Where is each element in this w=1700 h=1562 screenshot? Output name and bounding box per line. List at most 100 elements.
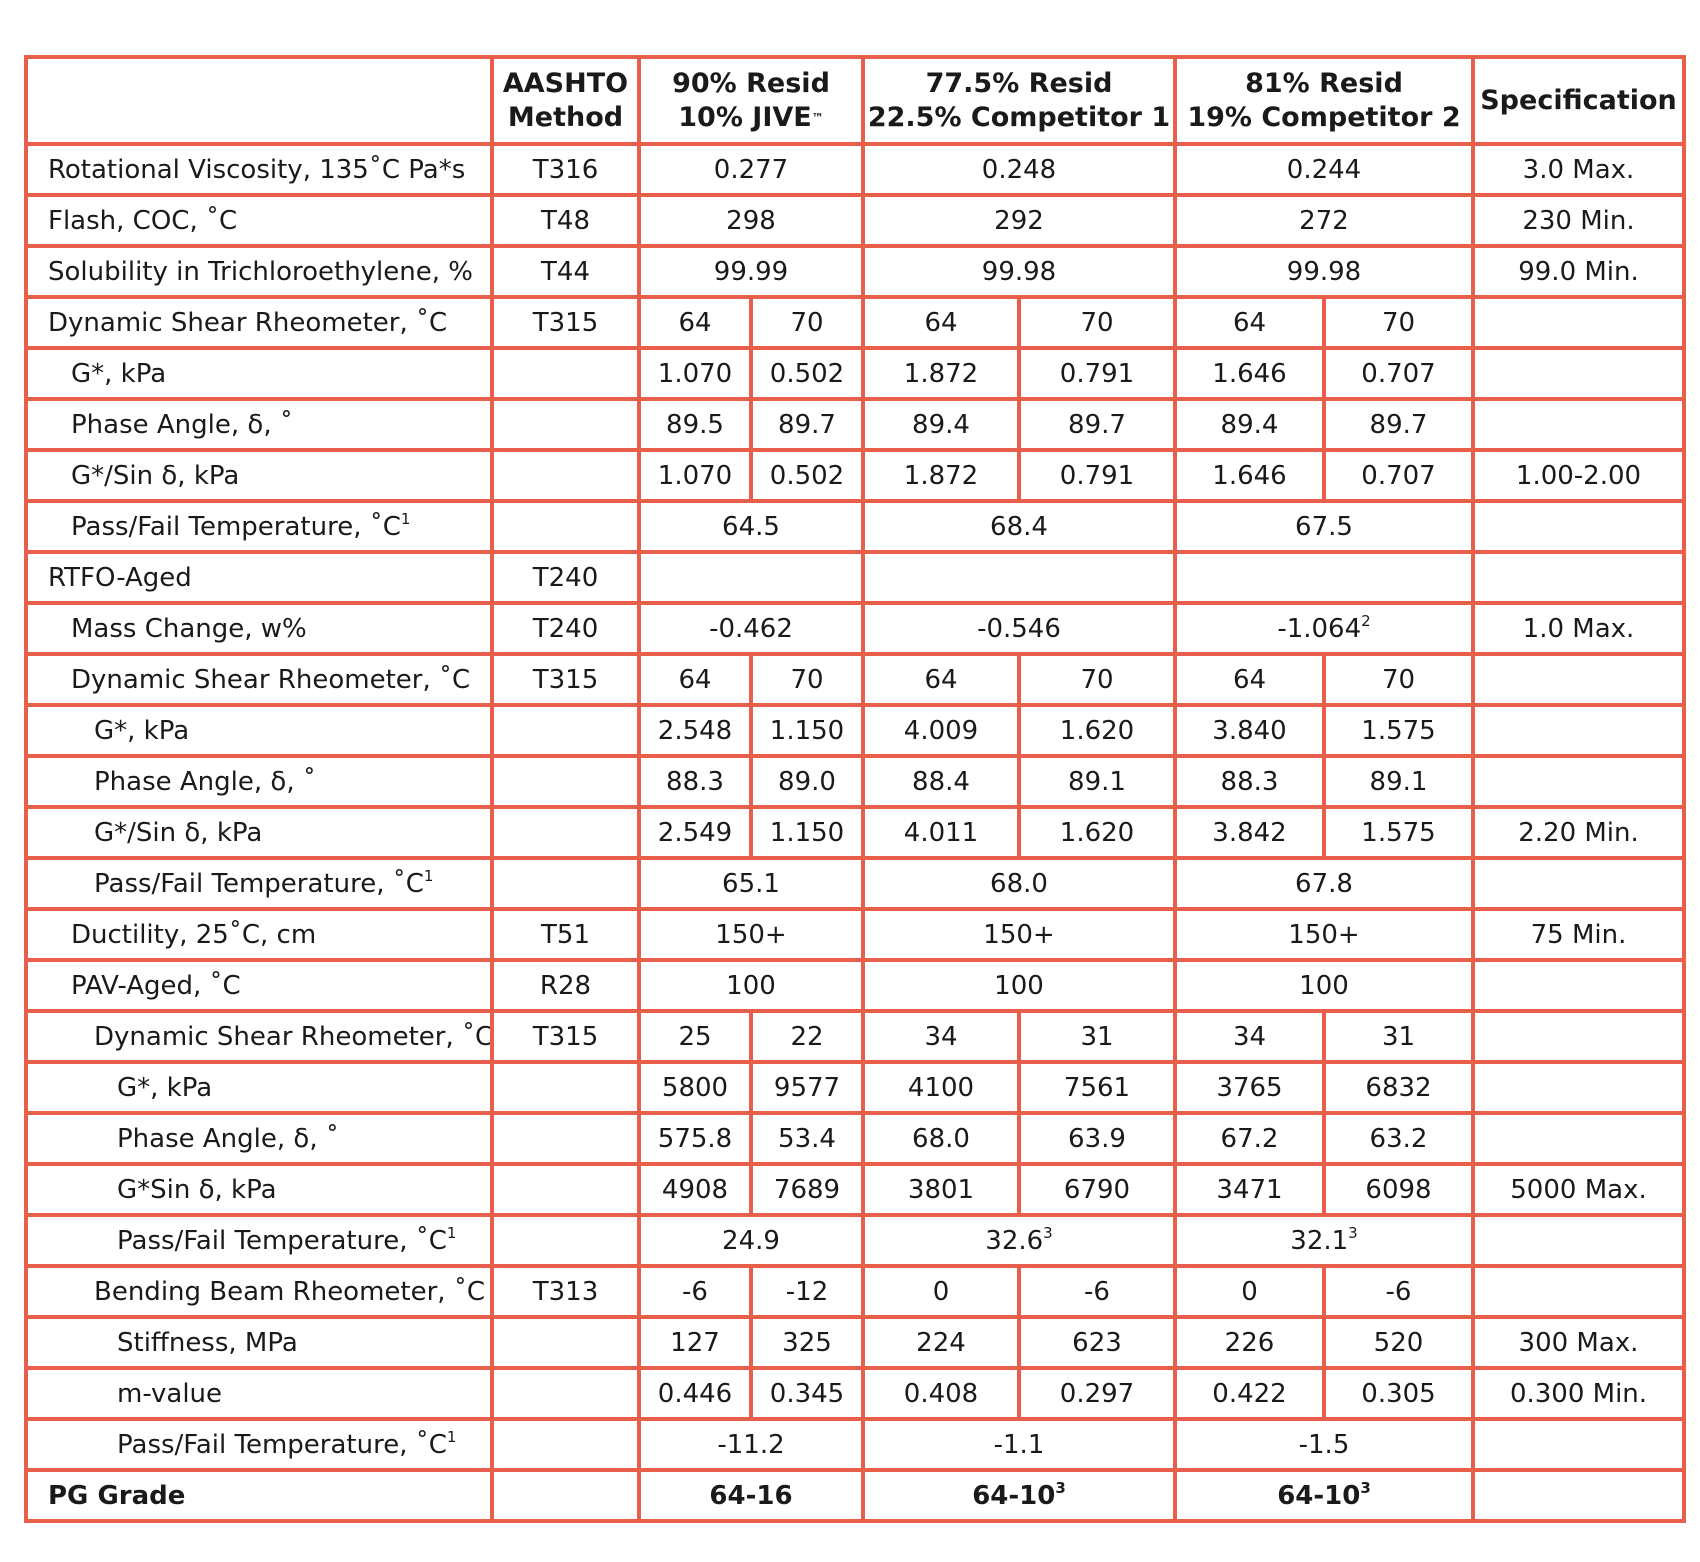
value-text: 89.5 (666, 409, 724, 440)
row-label-text: Phase Angle, δ, ˚ (117, 1123, 339, 1154)
split-value-b: 89.7 (1017, 403, 1171, 446)
value-text: 25 (678, 1021, 712, 1052)
spec-cell (1471, 1213, 1686, 1268)
method-cell (490, 1060, 641, 1115)
spec-cell: 99.0 Min. (1471, 244, 1686, 299)
table-row: Phase Angle, δ, ˚ 88.3 89.0 88.4 89.1 88.3 89.… (24, 754, 1686, 809)
value-cell-col3: 3765 6832 (1173, 1060, 1475, 1115)
value-text: 4.009 (903, 715, 979, 746)
footnote-marker: 3 (1360, 1478, 1371, 1497)
value-cell-col2: 68.4 (861, 499, 1177, 554)
table-row: G*/Sin δ, kPa 2.549 1.150 4.011 1.620 3.842 1.… (24, 805, 1686, 860)
method-value: T315 (532, 307, 599, 338)
method-cell (490, 856, 641, 911)
split-cell: 2.549 1.150 (643, 811, 859, 854)
spec-cell: 0.300 Min. (1471, 1366, 1686, 1421)
value-cell-col2: 292 (861, 193, 1177, 248)
value-text: 5800 (661, 1072, 729, 1103)
split-value-a: 3.842 (1179, 811, 1324, 854)
value-text: 3.840 (1212, 715, 1287, 746)
spec-cell: 5000 Max. (1471, 1162, 1686, 1217)
split-cell: 3.840 1.575 (1179, 709, 1469, 752)
method-cell: T240 (490, 550, 641, 605)
split-value-a: 3801 (867, 1168, 1019, 1211)
method-value: T51 (541, 919, 590, 950)
table-row: PAV-Aged, ˚C R28 100 100 100 (24, 958, 1686, 1013)
value-cell-col3: 150+ (1173, 907, 1475, 962)
header-blank (24, 55, 494, 146)
header-method-line1: AASHTO (502, 67, 629, 99)
method-cell (490, 448, 641, 503)
value-text: 0.502 (769, 358, 845, 389)
method-cell (490, 499, 641, 554)
header-col1-line2: 10% JIVE™ (643, 101, 859, 135)
row-label-text: PG Grade (48, 1480, 186, 1511)
method-cell (490, 805, 641, 860)
value-text: 88.3 (1220, 766, 1279, 797)
value-text: 150+ (715, 919, 787, 950)
method-cell: T51 (490, 907, 641, 962)
value-cell-col1: 127 325 (637, 1315, 865, 1370)
value-cell-col3: 67.5 (1173, 499, 1475, 554)
split-cell: 64 70 (643, 658, 859, 701)
split-value-a: 4908 (643, 1168, 751, 1211)
row-label: Dynamic Shear Rheometer, ˚C (24, 652, 494, 707)
row-label-text: G*, kPa (71, 358, 167, 389)
split-value-a: 4100 (867, 1066, 1019, 1109)
split-value-b: 89.0 (749, 760, 859, 803)
value-text: 88.3 (666, 766, 724, 797)
row-label: Flash, COC, ˚C (24, 193, 494, 248)
value-cell-col3: 0.244 (1173, 142, 1475, 197)
spec-cell (1471, 1009, 1686, 1064)
value-text: 0.408 (903, 1378, 979, 1409)
method-cell (490, 397, 641, 452)
value-text: 99.99 (713, 256, 789, 287)
row-label: Solubility in Trichloroethylene, % (24, 244, 494, 299)
table-row: Rotational Viscosity, 135˚C Pa*s T316 0.27… (24, 142, 1686, 197)
value-text: 150+ (983, 919, 1055, 950)
value-cell-col2: 34 31 (861, 1009, 1177, 1064)
value-cell-col1: 100 (637, 958, 865, 1013)
split-cell: 34 31 (867, 1015, 1171, 1058)
split-value-b: -12 (749, 1270, 859, 1313)
row-label-text: RTFO-Aged (48, 562, 192, 593)
split-value-b: 0.502 (749, 352, 859, 395)
split-value-b: 0.297 (1017, 1372, 1171, 1415)
split-value-b: 1.575 (1322, 811, 1469, 854)
value-text: 0.345 (769, 1378, 845, 1409)
value-text: 1.150 (769, 817, 845, 848)
value-cell-col2: 64 70 (861, 652, 1177, 707)
split-value-a: 127 (643, 1321, 751, 1364)
value-text: 0.707 (1361, 358, 1436, 389)
value-cell-col2: 4.011 1.620 (861, 805, 1177, 860)
spec-cell (1471, 1264, 1686, 1319)
value-cell-col1: 575.8 53.4 (637, 1111, 865, 1166)
split-value-a: 68.0 (867, 1117, 1019, 1160)
spec-value: 300 Max. (1518, 1327, 1639, 1358)
value-text: 575.8 (657, 1123, 733, 1154)
split-cell: 1.872 0.791 (867, 352, 1171, 395)
value-text: 298 (726, 205, 776, 236)
value-text: 127 (670, 1327, 720, 1358)
split-cell: 88.3 89.1 (1179, 760, 1469, 803)
value-text: 68.0 (912, 1123, 970, 1154)
row-label-text: Mass Change, w% (71, 613, 307, 644)
split-cell: 2.548 1.150 (643, 709, 859, 752)
value-text: 70 (1381, 664, 1416, 695)
row-label: Stiffness, MPa (24, 1315, 494, 1370)
split-value-a: 1.872 (867, 352, 1019, 395)
method-value: T316 (532, 154, 599, 185)
value-text: 0 (1241, 1276, 1258, 1307)
value-text: 1.646 (1212, 460, 1287, 491)
value-cell-col1: 4908 7689 (637, 1162, 865, 1217)
value-text: 65.1 (722, 868, 780, 899)
split-value-a: -6 (643, 1270, 751, 1313)
value-cell-col3: 3471 6098 (1173, 1162, 1475, 1217)
split-value-b: -6 (1017, 1270, 1171, 1313)
spec-cell (1471, 499, 1686, 554)
spec-cell (1471, 397, 1686, 452)
value-text: 1.070 (657, 358, 733, 389)
value-text: 34 (1232, 1021, 1267, 1052)
split-value-a: 64 (867, 301, 1019, 344)
split-value-a: 2.548 (643, 709, 751, 752)
